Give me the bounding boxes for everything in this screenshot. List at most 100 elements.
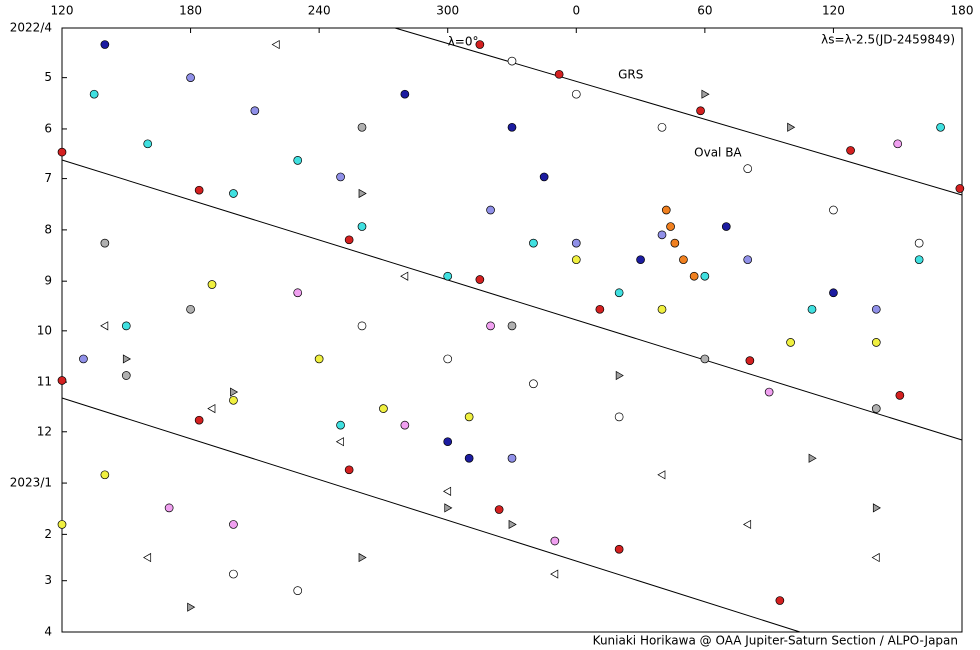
point [614,544,624,554]
point [344,235,354,245]
point [271,39,280,50]
point [696,106,705,116]
point [230,387,239,397]
y-tick-label: 2 [44,527,52,541]
point [936,122,945,132]
point [807,304,817,314]
point [344,465,354,475]
y-tick-label: 10 [37,323,52,337]
point [955,184,965,193]
point [400,89,410,99]
point [207,403,216,414]
point [186,304,195,314]
point [400,420,410,430]
point [743,255,753,265]
point [657,470,666,480]
point [336,420,345,430]
point [554,69,564,79]
point [229,520,238,529]
point [121,321,131,331]
point [475,40,485,49]
point [314,354,324,364]
point [893,139,903,149]
point [679,255,688,265]
point [57,376,67,385]
point [507,453,517,463]
point [293,586,303,595]
point [743,164,753,174]
point [700,354,710,364]
point [187,602,196,612]
point [57,147,67,157]
point [743,519,752,530]
point [358,188,367,199]
point [636,255,645,265]
formula: λs=λ-2.5(JD-2459849) [821,33,955,47]
point [194,185,204,195]
point [293,288,303,298]
point [443,271,453,281]
point [379,404,388,413]
point [358,552,367,563]
point [357,222,367,231]
point [829,205,838,215]
point [614,288,624,298]
point [229,569,238,579]
y-tick-label: 2022/4 [10,21,52,35]
point [786,338,795,347]
point [550,569,559,579]
point [745,356,755,365]
y-tick-label: 7 [44,171,52,185]
point [57,520,67,529]
annotation: Oval BA [694,145,742,159]
point [486,205,495,215]
point [614,412,624,422]
point [89,89,99,99]
point [871,404,881,413]
point [79,354,88,364]
point [164,503,174,513]
y-tick-label: 8 [44,222,52,236]
point [293,156,303,165]
x-tick-label: 180 [179,4,202,18]
point [775,596,785,605]
y-tick-label: 3 [44,573,52,587]
x-tick-label: 180 [951,4,974,18]
point [186,73,195,82]
point [914,238,924,248]
point [808,453,817,463]
point [507,122,517,132]
point [689,271,699,281]
point [657,122,667,132]
point [846,146,855,155]
point [357,122,367,132]
point [871,338,881,347]
point [871,304,881,314]
point [143,552,152,563]
point [571,255,581,265]
point [895,391,905,400]
point [475,275,485,284]
y-tick-label: 6 [44,121,52,135]
point [661,205,671,215]
drift-line [394,27,963,196]
point [494,505,504,514]
point [615,370,624,381]
point [357,321,367,331]
y-tick-label: 4 [44,625,52,639]
point [486,321,495,331]
point [666,222,675,231]
y-tick-label: 2023/1 [10,476,52,490]
annotation: GRS [618,67,643,81]
point [787,122,796,132]
point [529,379,538,389]
point [657,230,667,240]
point [539,172,549,182]
point [143,139,153,149]
credit: Kuniaki Horikawa @ OAA Jupiter-Saturn Se… [593,634,958,648]
point [829,288,838,298]
point [100,40,110,49]
point [872,503,881,513]
y-tick-label: 5 [44,70,52,84]
